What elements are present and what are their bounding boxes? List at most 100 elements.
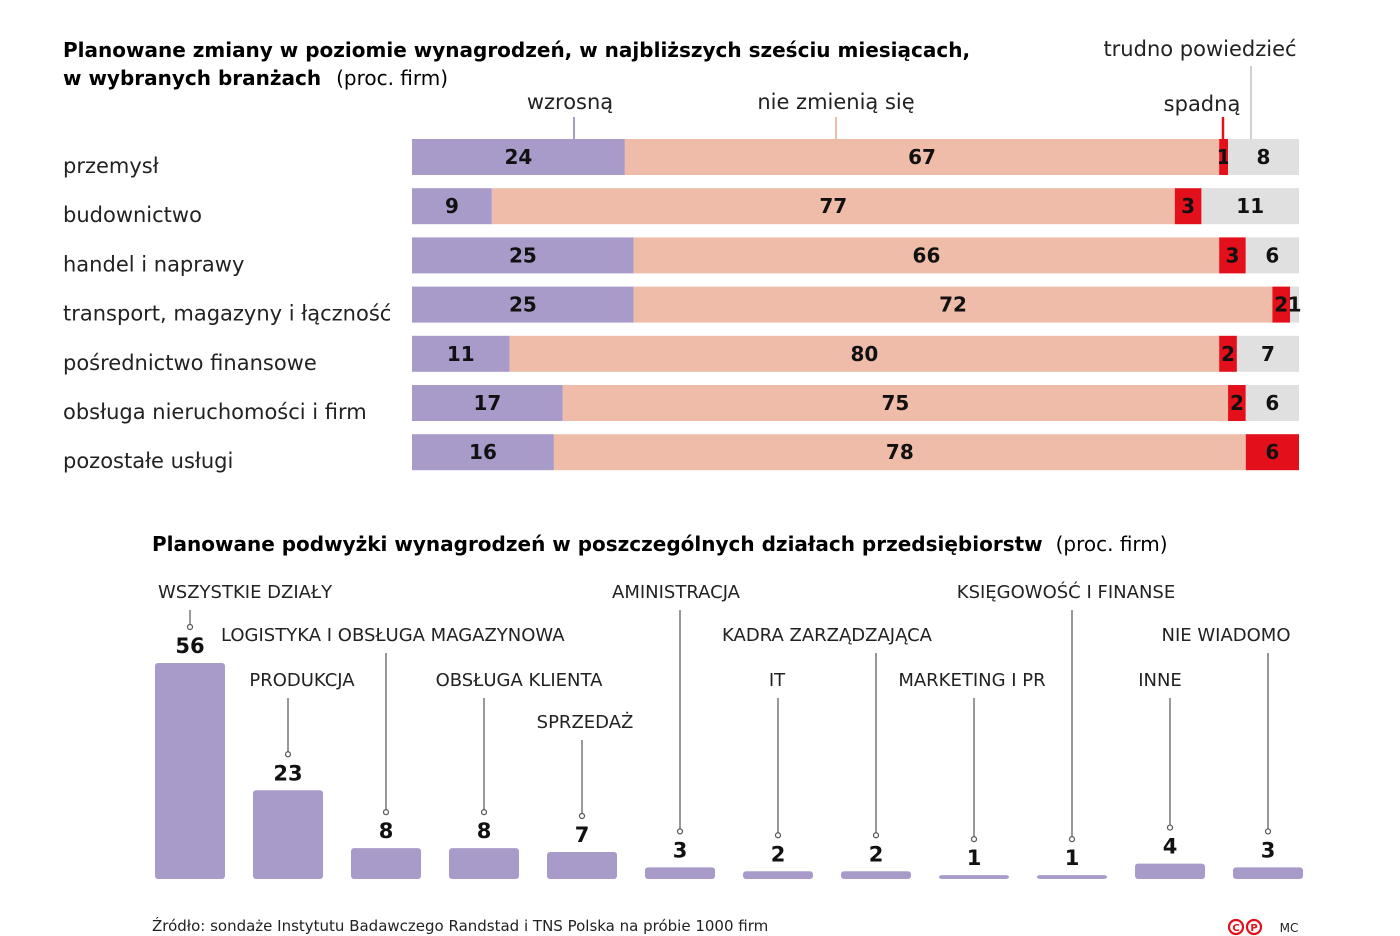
chart2-title: Planowane podwyżki wynagrodzeń w poszcze… <box>152 532 1168 556</box>
value-label: 9 <box>445 194 459 218</box>
value-label: 7 <box>1261 342 1275 366</box>
bar-segment <box>1219 237 1246 274</box>
bar-segment <box>412 188 492 225</box>
logo-p-glyph: P <box>1250 923 1257 934</box>
column-bar <box>155 663 225 879</box>
logo-circle-c <box>1227 918 1245 936</box>
value-label: 6 <box>1265 391 1279 415</box>
value-label: 6 <box>1265 243 1279 267</box>
value-label: 1 <box>1217 145 1231 169</box>
column-category: INNE <box>1138 670 1182 691</box>
leader-dot <box>284 751 292 758</box>
column-value: 4 <box>1163 835 1178 859</box>
bar-segment <box>1201 188 1299 225</box>
column-bar <box>939 875 1009 879</box>
column-category: KSIĘGOWOŚĆ I FINANSE <box>957 581 1175 603</box>
column-bar <box>547 852 617 879</box>
column-value: 7 <box>575 823 590 847</box>
bar-segment <box>633 237 1220 274</box>
leader-dot <box>676 828 684 835</box>
value-label: 80 <box>850 342 878 366</box>
bar-segment <box>1228 385 1246 421</box>
column-value: 3 <box>673 838 688 862</box>
column-value: 3 <box>1261 838 1276 862</box>
value-label: 25 <box>509 293 537 317</box>
leader-dot <box>872 832 880 839</box>
leader-dot <box>1264 828 1272 835</box>
chart1-title-line2-text: w wybranych branżach <box>63 66 321 90</box>
leader-dot <box>970 836 978 843</box>
leader-dot <box>1166 824 1174 831</box>
column-bar <box>1135 863 1205 879</box>
value-label: 78 <box>886 440 914 464</box>
value-label: 6 <box>1265 440 1279 464</box>
value-label: 17 <box>473 391 501 415</box>
value-label: 11 <box>1236 194 1264 218</box>
bar-segment <box>1245 385 1299 421</box>
value-label: 1 <box>1288 293 1302 317</box>
leader-dot <box>480 809 488 816</box>
category-label: obsługa nieruchomości i firm <box>63 400 367 424</box>
bar-segment <box>1174 188 1202 225</box>
bar-segment <box>412 286 634 323</box>
column-category: NIE WIADOMO <box>1161 625 1290 646</box>
logo-initials: MC <box>1280 921 1299 935</box>
value-label: 2 <box>1230 391 1244 415</box>
column-bar <box>743 871 813 879</box>
category-label: pośrednictwo finansowe <box>63 351 317 375</box>
value-label: 66 <box>913 243 941 267</box>
column-category: PRODUKCJA <box>249 670 355 691</box>
category-label: transport, magazyny i łączność <box>63 302 391 326</box>
bar-segment <box>1219 335 1237 372</box>
publisher-logo: C P MC <box>1227 918 1299 936</box>
column-value: 2 <box>771 842 786 866</box>
legend-trudno-powiedziec: trudno powiedzieć <box>1103 37 1296 61</box>
category-label: przemysł <box>63 154 159 178</box>
column-bar <box>1233 867 1303 879</box>
category-label: handel i naprawy <box>63 252 244 276</box>
bar-segment <box>1245 434 1299 471</box>
column-bar <box>449 848 519 879</box>
legend-spadna: spadną <box>1164 92 1241 116</box>
column-category: IT <box>769 670 786 691</box>
column-value: 8 <box>477 819 492 843</box>
value-label: 3 <box>1181 194 1195 218</box>
column-category: SPRZEDAŻ <box>537 712 634 733</box>
column-bar <box>841 871 911 879</box>
value-label: 2 <box>1221 342 1235 366</box>
column-category: LOGISTYKA I OBSŁUGA MAGAZYNOWA <box>221 625 565 646</box>
category-label: pozostałe usługi <box>63 449 233 473</box>
column-bar <box>1037 875 1107 879</box>
column-category: WSZYSTKIE DZIAŁY <box>158 582 333 603</box>
category-label: budownictwo <box>63 203 202 227</box>
logo-c-glyph: C <box>1232 923 1239 934</box>
value-label: 25 <box>509 243 537 267</box>
leader-dot <box>186 623 194 631</box>
value-label: 75 <box>881 391 909 415</box>
source-note: Źródło: sondaże Instytutu Badawczego Ran… <box>152 916 768 935</box>
column-bar <box>645 867 715 879</box>
bar-segment <box>1272 286 1291 323</box>
chart2-unit: (proc. firm) <box>1056 532 1168 556</box>
value-label: 67 <box>908 145 936 169</box>
leader-dot <box>578 812 586 820</box>
bar-segment <box>1228 139 1299 175</box>
bar-segment <box>412 434 554 471</box>
column-category: KADRA ZARZĄDZAJĄCA <box>722 625 933 646</box>
bar-segment <box>1219 139 1229 175</box>
bar-segment <box>562 385 1229 421</box>
bar-segment <box>633 286 1273 323</box>
value-label: 3 <box>1226 243 1240 267</box>
bar-segment <box>1245 237 1299 274</box>
bar-segment <box>491 188 1175 225</box>
leader-dot <box>774 832 782 839</box>
bar-segment <box>412 335 510 372</box>
chart1-title: Planowane zmiany w poziomie wynagrodzeń,… <box>63 38 970 62</box>
value-label: 8 <box>1257 145 1271 169</box>
column-value: 1 <box>1065 846 1080 870</box>
column-category: MARKETING I PR <box>898 670 1045 691</box>
legend-wzrosna: wzrosną <box>527 90 613 114</box>
chart1-unit: (proc. firm) <box>336 66 448 90</box>
